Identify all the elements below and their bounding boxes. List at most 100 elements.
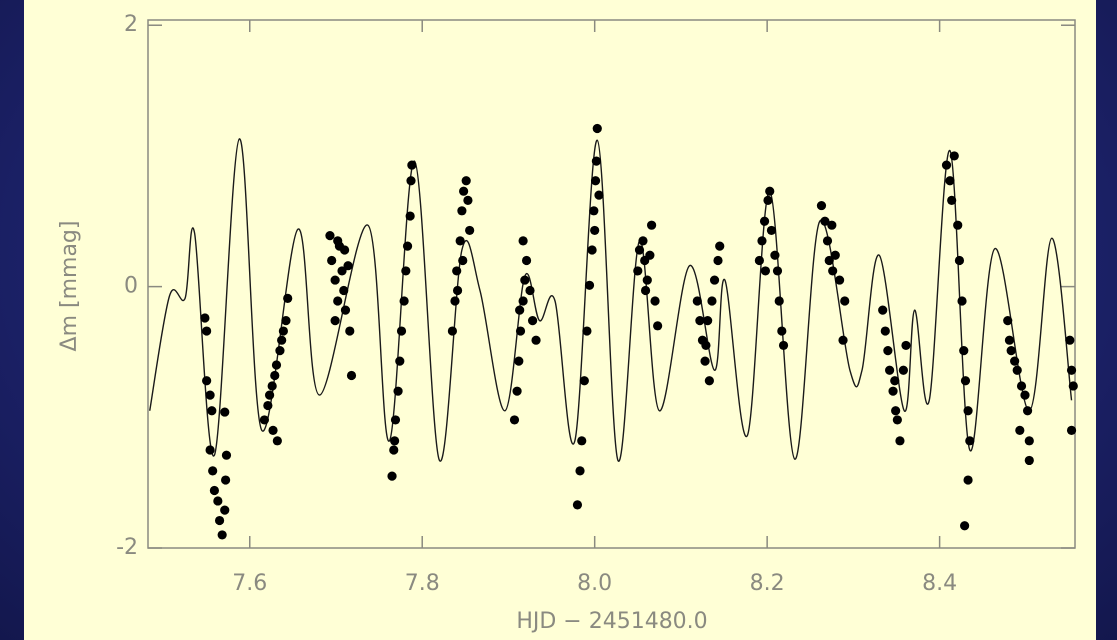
data-point — [760, 266, 771, 276]
data-point — [220, 407, 230, 417]
data-point — [890, 376, 900, 386]
data-point — [827, 220, 837, 230]
data-point — [901, 340, 911, 351]
data-point — [387, 471, 397, 481]
data-point — [828, 266, 838, 276]
data-point — [590, 225, 600, 236]
data-point — [447, 326, 458, 336]
data-point — [518, 296, 528, 306]
data-point — [207, 406, 217, 416]
data-point — [340, 305, 351, 315]
data-point — [343, 261, 353, 271]
data-point — [520, 275, 530, 285]
data-point — [330, 275, 340, 285]
data-point — [701, 340, 711, 351]
data-point — [515, 305, 525, 315]
data-point — [587, 245, 597, 255]
data-point — [590, 176, 601, 186]
data-point — [700, 356, 710, 366]
data-point — [518, 236, 528, 246]
data-point — [278, 326, 288, 336]
data-point — [221, 475, 231, 485]
data-point — [941, 160, 952, 170]
data-point — [521, 255, 532, 266]
data-point — [1068, 381, 1078, 391]
data-point — [465, 225, 475, 236]
data-point — [509, 415, 520, 425]
data-point — [514, 356, 524, 366]
data-point — [883, 346, 893, 356]
data-point — [208, 466, 218, 476]
data-point — [339, 285, 349, 296]
data-point — [577, 436, 587, 446]
data-point — [765, 186, 775, 196]
data-point — [834, 275, 845, 285]
data-point — [463, 195, 473, 205]
data-point — [766, 225, 777, 236]
x-tick-label: 7.6 — [232, 571, 267, 596]
data-point — [396, 326, 407, 336]
data-point — [459, 186, 469, 196]
data-point — [816, 200, 827, 211]
data-point — [325, 231, 335, 241]
data-point — [1020, 390, 1030, 400]
data-point — [838, 335, 848, 345]
data-point — [333, 296, 343, 306]
data-point — [333, 236, 343, 246]
data-point — [692, 296, 702, 306]
data-point — [200, 313, 210, 323]
data-point — [594, 190, 604, 200]
data-point — [264, 390, 275, 400]
data-point — [840, 296, 850, 306]
data-point — [584, 280, 595, 290]
data-point — [960, 376, 971, 386]
data-point — [270, 370, 280, 381]
data-point — [277, 335, 287, 345]
x-tick-label: 7.8 — [405, 571, 440, 596]
data-point — [953, 220, 963, 230]
data-point — [963, 475, 973, 485]
data-point — [390, 415, 401, 425]
data-point — [888, 386, 898, 396]
data-point — [638, 236, 648, 246]
data-point — [202, 326, 212, 336]
data-point — [709, 275, 720, 285]
data-point — [954, 255, 965, 266]
data-point — [346, 370, 357, 381]
data-point — [770, 250, 780, 260]
data-point — [772, 266, 783, 276]
data-point — [327, 255, 337, 266]
data-point — [634, 245, 645, 255]
data-point — [963, 406, 973, 416]
data-point — [757, 236, 767, 246]
data-point — [947, 195, 957, 205]
data-point — [1066, 365, 1077, 375]
data-point — [268, 425, 278, 435]
data-point — [1012, 365, 1022, 375]
data-point — [271, 360, 282, 370]
data-point — [461, 176, 471, 186]
data-point — [895, 436, 905, 446]
data-point — [824, 255, 834, 266]
data-point — [340, 245, 350, 255]
data-point — [830, 250, 840, 260]
data-point — [402, 241, 413, 251]
data-point — [330, 315, 340, 326]
data-point — [267, 381, 277, 391]
data-point — [589, 206, 599, 216]
data-point — [703, 315, 713, 326]
data-point — [645, 250, 655, 260]
data-point — [880, 326, 890, 336]
data-point — [221, 450, 232, 460]
data-point — [591, 156, 602, 166]
data-point — [213, 496, 223, 506]
data-point — [259, 415, 270, 425]
data-point — [575, 466, 585, 476]
data-point — [515, 326, 526, 336]
data-point — [959, 346, 969, 356]
data-point — [202, 376, 212, 386]
data-point — [579, 376, 589, 386]
data-point — [525, 285, 535, 296]
